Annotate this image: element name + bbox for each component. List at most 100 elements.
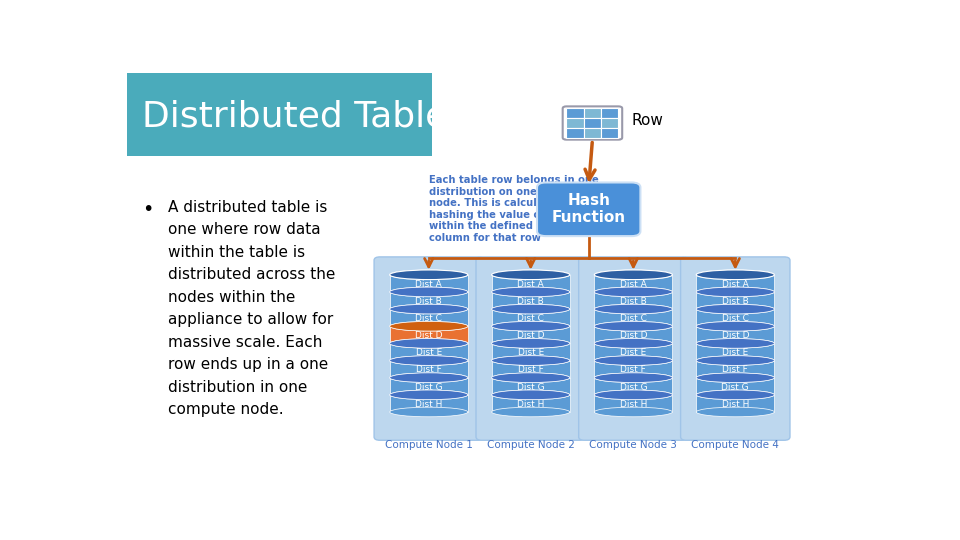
Ellipse shape [492, 304, 569, 314]
Text: distribution in one: distribution in one [168, 380, 308, 395]
Bar [696, 395, 775, 412]
Ellipse shape [390, 339, 468, 348]
Text: Dist F: Dist F [723, 366, 748, 374]
Bar [390, 275, 468, 292]
Bar [594, 343, 672, 361]
Ellipse shape [390, 407, 468, 417]
Text: A distributed table is: A distributed table is [168, 200, 327, 215]
Text: row ends up in a one: row ends up in a one [168, 357, 328, 372]
Ellipse shape [492, 321, 569, 331]
Bar [696, 326, 775, 343]
Ellipse shape [696, 407, 775, 417]
Text: Dist H: Dist H [517, 400, 544, 409]
Ellipse shape [390, 321, 468, 331]
Ellipse shape [492, 390, 569, 400]
Bar [594, 361, 672, 377]
Ellipse shape [594, 304, 672, 314]
Text: Dist E: Dist E [416, 348, 442, 357]
Text: Distributed Tables: Distributed Tables [142, 100, 467, 134]
Ellipse shape [594, 390, 672, 400]
Ellipse shape [492, 356, 569, 366]
Text: Row: Row [632, 113, 663, 129]
FancyBboxPatch shape [537, 183, 640, 236]
Ellipse shape [594, 373, 672, 382]
Bar [584, 118, 601, 128]
Text: massive scale. Each: massive scale. Each [168, 335, 323, 350]
Ellipse shape [696, 390, 775, 400]
Text: Dist C: Dist C [620, 314, 647, 323]
Text: Dist H: Dist H [722, 400, 749, 409]
Bar [584, 128, 601, 138]
Bar [696, 309, 775, 326]
Ellipse shape [492, 407, 569, 417]
Bar [594, 395, 672, 412]
Ellipse shape [390, 373, 468, 382]
Ellipse shape [696, 390, 775, 400]
Ellipse shape [594, 321, 672, 331]
FancyBboxPatch shape [128, 73, 432, 156]
Bar [566, 118, 584, 128]
Bar [492, 377, 569, 395]
Text: distributed across the: distributed across the [168, 267, 336, 282]
Text: Dist E: Dist E [517, 348, 543, 357]
Text: Dist F: Dist F [517, 366, 543, 374]
Ellipse shape [492, 339, 569, 348]
Text: Compute Node 2: Compute Node 2 [487, 440, 575, 450]
Text: Dist D: Dist D [516, 331, 544, 340]
Ellipse shape [696, 373, 775, 382]
Text: Dist C: Dist C [517, 314, 544, 323]
Text: Dist G: Dist G [415, 383, 443, 391]
Text: Dist C: Dist C [416, 314, 443, 323]
Bar [696, 361, 775, 377]
Text: Dist A: Dist A [620, 280, 647, 289]
Bar [601, 118, 618, 128]
Ellipse shape [492, 321, 569, 331]
Bar [492, 361, 569, 377]
Ellipse shape [594, 356, 672, 366]
Text: Dist H: Dist H [619, 400, 647, 409]
Text: one where row data: one where row data [168, 222, 321, 238]
Ellipse shape [390, 339, 468, 348]
Ellipse shape [492, 373, 569, 382]
Bar [594, 292, 672, 309]
Ellipse shape [594, 321, 672, 331]
Text: Dist D: Dist D [415, 331, 443, 340]
Ellipse shape [696, 356, 775, 366]
Ellipse shape [696, 287, 775, 297]
Ellipse shape [696, 304, 775, 314]
Ellipse shape [696, 373, 775, 382]
Text: Dist F: Dist F [620, 366, 646, 374]
Ellipse shape [390, 304, 468, 314]
Ellipse shape [594, 270, 672, 280]
Ellipse shape [390, 270, 468, 280]
Bar [696, 377, 775, 395]
Bar [390, 343, 468, 361]
Text: Dist A: Dist A [722, 280, 749, 289]
Text: •: • [142, 200, 154, 219]
Bar [492, 292, 569, 309]
Bar [594, 377, 672, 395]
Text: within the table is: within the table is [168, 245, 305, 260]
Text: Dist D: Dist D [722, 331, 749, 340]
Ellipse shape [594, 304, 672, 314]
FancyBboxPatch shape [681, 257, 790, 440]
Ellipse shape [492, 270, 569, 280]
Ellipse shape [696, 339, 775, 348]
Bar [390, 377, 468, 395]
Bar [492, 326, 569, 343]
Text: nodes within the: nodes within the [168, 290, 296, 305]
Bar [492, 395, 569, 412]
Ellipse shape [492, 287, 569, 297]
Text: Dist A: Dist A [517, 280, 544, 289]
Text: Dist B: Dist B [620, 297, 647, 306]
Bar [390, 309, 468, 326]
Ellipse shape [390, 356, 468, 366]
Text: Dist B: Dist B [416, 297, 443, 306]
FancyBboxPatch shape [476, 257, 586, 440]
FancyBboxPatch shape [374, 257, 484, 440]
Bar [696, 292, 775, 309]
Text: Compute Node 3: Compute Node 3 [589, 440, 678, 450]
Ellipse shape [492, 339, 569, 348]
Text: Compute Node 1: Compute Node 1 [385, 440, 472, 450]
Text: Dist D: Dist D [619, 331, 647, 340]
